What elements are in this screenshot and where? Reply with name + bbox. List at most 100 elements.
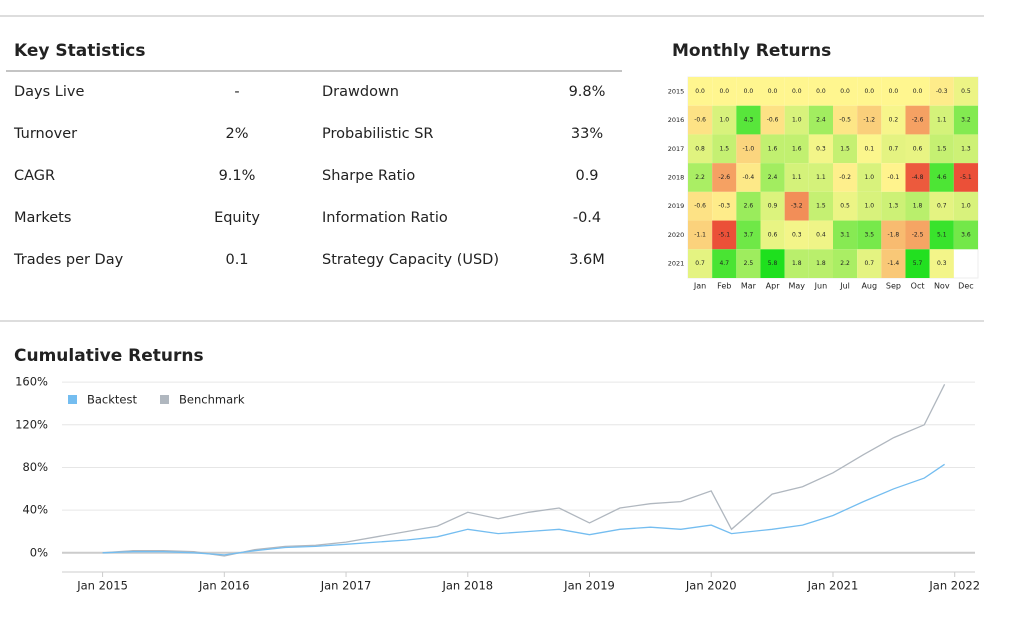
heatmap-cell: [833, 163, 858, 192]
stat-label: Days Live: [14, 84, 84, 100]
stat-label: Strategy Capacity (USD): [322, 252, 499, 268]
heatmap-cell: [808, 134, 833, 164]
heatmap-cell: [688, 105, 713, 135]
cell-label: 3.2: [961, 117, 971, 124]
cell-label: -1.8: [888, 231, 900, 238]
cell-label: 0.0: [840, 88, 850, 95]
cell-label: 1.0: [792, 117, 802, 124]
cell-label: -0.3: [718, 203, 730, 210]
cell-label: -1.1: [694, 231, 706, 238]
cell-label: 1.1: [937, 117, 947, 124]
stat-value: 0.1: [225, 252, 248, 268]
heatmap-cell: [857, 191, 882, 221]
cell-label: 0.4: [816, 231, 826, 238]
y-tick-label: 2020: [668, 231, 685, 239]
cell-label: 0.0: [695, 88, 705, 95]
stat-value: 2%: [225, 126, 248, 142]
cell-label: 0.7: [937, 203, 947, 210]
heatmap-cell: [881, 134, 906, 164]
heatmap-cell: [760, 220, 785, 250]
heatmap-cell: [857, 134, 882, 164]
x-tick-label: Sep: [886, 282, 901, 291]
heatmap-cell: [712, 105, 737, 135]
heatmap-cell: [688, 134, 713, 164]
cell-label: 0.0: [889, 88, 899, 95]
heatmap-cell: [784, 105, 809, 135]
heatmap-cell: [833, 249, 858, 278]
cell-label: 4.7: [719, 260, 729, 267]
cell-label: 1.8: [816, 260, 826, 267]
heatmap-cell: [905, 249, 930, 278]
cell-label: 0.3: [792, 231, 802, 238]
heatmap-cell: [808, 105, 833, 135]
heatmap-cell: [760, 191, 785, 221]
cell-label: 2.4: [816, 117, 826, 124]
heatmap-cell: [760, 77, 785, 106]
cell-label: 1.3: [961, 145, 971, 152]
heatmap-cell: [784, 134, 809, 164]
cell-label: 0.2: [889, 117, 899, 124]
heatmap-cell: [833, 77, 858, 106]
cell-label: 0.0: [768, 88, 778, 95]
heatmap-cell: [784, 77, 809, 106]
cell-label: 0.1: [864, 145, 874, 152]
cell-label: 0.7: [695, 260, 705, 267]
heatmap-cell: [808, 163, 833, 192]
heatmap-cell: [833, 191, 858, 221]
cell-label: 0.6: [768, 231, 778, 238]
x-tick-label: Jan 2021: [807, 579, 859, 593]
stat-value: -0.4: [573, 210, 601, 226]
section-title: Monthly Returns: [672, 41, 831, 61]
cell-label: 1.6: [768, 145, 778, 152]
x-tick-label: Jul: [839, 282, 850, 291]
cell-label: 1.8: [792, 260, 802, 267]
cell-label: 4.6: [937, 174, 947, 181]
heatmap-cell: [736, 77, 761, 106]
stat-value: 9.8%: [569, 84, 606, 100]
heatmap-cell: [881, 249, 906, 278]
stat-label: Probabilistic SR: [322, 126, 434, 142]
x-tick-label: Jan 2015: [76, 579, 128, 593]
cell-label: -0.6: [694, 117, 706, 124]
cell-label: -3.2: [791, 203, 803, 210]
x-tick-label: Jan 2020: [685, 579, 737, 593]
cell-label: -2.5: [912, 231, 924, 238]
cell-label: 1.0: [864, 203, 874, 210]
stat-label: CAGR: [14, 168, 55, 184]
heatmap-cell: [929, 163, 954, 192]
x-tick-label: Jan 2017: [320, 579, 372, 593]
stat-label: Markets: [14, 210, 71, 226]
y-tick-label: 2016: [668, 116, 685, 124]
heatmap-cell: [712, 249, 737, 278]
heatmap-cell: [808, 249, 833, 278]
y-tick-label: 40%: [22, 503, 48, 517]
cell-label: 0.5: [840, 203, 850, 210]
stat-label: Trades per Day: [13, 252, 124, 268]
stat-value: Equity: [214, 210, 260, 226]
series-line: [102, 463, 945, 556]
legend-swatch: [68, 395, 77, 404]
cell-label: 2.4: [768, 174, 778, 181]
heatmap-cell: [688, 191, 713, 221]
heatmap-cell: [929, 105, 954, 135]
heatmap-cell: [808, 191, 833, 221]
y-tick-label: 2017: [668, 145, 685, 153]
heatmap-cell: [712, 77, 737, 106]
x-tick-label: Aug: [861, 282, 877, 291]
cell-label: 1.6: [792, 145, 802, 152]
heatmap-cell: [736, 220, 761, 250]
cell-label: -2.6: [718, 174, 730, 181]
heatmap-cell: [881, 191, 906, 221]
heatmap-cell: [857, 77, 882, 106]
cell-label: 1.5: [840, 145, 850, 152]
y-tick-label: 160%: [15, 375, 48, 389]
heatmap-cell: [688, 220, 713, 250]
cell-label: 0.5: [961, 88, 971, 95]
heatmap-cell: [712, 220, 737, 250]
heatmap-cell: [929, 191, 954, 221]
cell-label: 1.5: [816, 203, 826, 210]
heatmap-cell: [712, 191, 737, 221]
cell-label: 3.5: [864, 231, 874, 238]
heatmap-cell: [833, 134, 858, 164]
